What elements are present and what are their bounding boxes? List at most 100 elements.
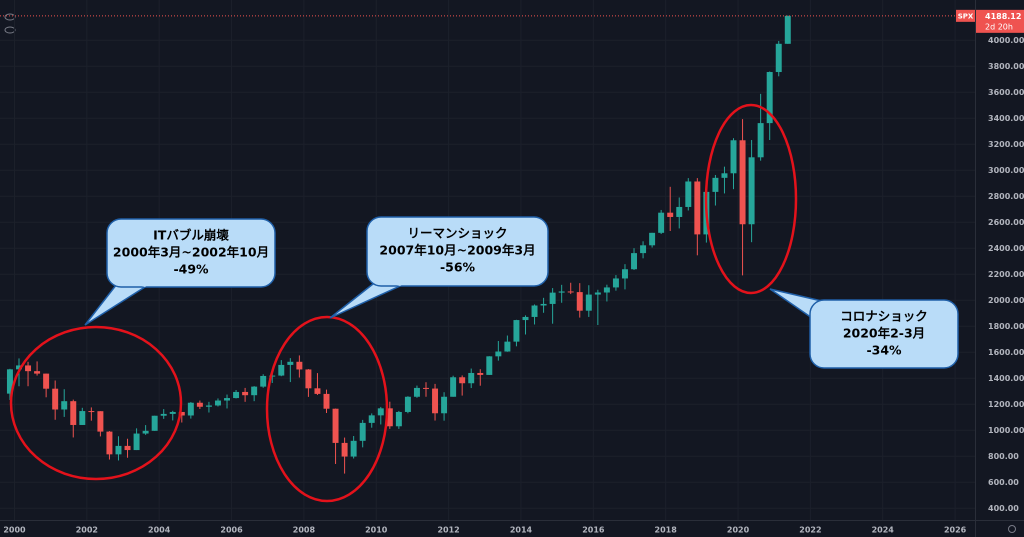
candle-body: [368, 415, 375, 423]
candle-body: [269, 375, 276, 377]
candle-body: [757, 123, 764, 158]
candle-body: [88, 411, 95, 413]
candle-body: [70, 401, 77, 425]
candle-body: [332, 408, 339, 443]
candle-body: [658, 212, 665, 233]
candles: [6, 15, 791, 474]
countdown-label: 2d 20h: [985, 22, 1013, 31]
annotation: ITバブル崩壊 2000年3月~2002年10月 -49%: [9, 218, 276, 481]
candle-body: [278, 364, 285, 376]
y-tick-label: 3800.00: [988, 62, 1024, 71]
candle-body: [712, 177, 719, 192]
y-tick-label: 2200.00: [988, 270, 1024, 279]
candle-body: [531, 305, 538, 317]
y-tick-label: 1600.00: [988, 348, 1024, 357]
candle-body: [649, 232, 656, 246]
candle-body: [61, 401, 68, 410]
candle-body: [106, 431, 113, 455]
candle-body: [52, 388, 59, 410]
candle-body: [142, 430, 149, 434]
candle-body: [224, 398, 231, 401]
candle-body: [341, 442, 348, 457]
x-tick-label: 2008: [293, 526, 316, 535]
x-tick-label: 2020: [727, 526, 750, 535]
candle-body: [214, 400, 221, 406]
candle-body: [423, 387, 429, 389]
x-tick-label: 2024: [872, 526, 895, 535]
candle-body: [169, 411, 176, 414]
candle-body: [187, 402, 194, 416]
candle-body: [694, 181, 701, 235]
candle-body: [34, 371, 41, 374]
eye-icons[interactable]: [4, 13, 16, 34]
highlight-ellipse: [265, 315, 389, 503]
candle-body: [260, 375, 267, 387]
callout-joint: [812, 302, 884, 334]
candle-body: [115, 445, 122, 455]
candle-body: [459, 377, 466, 384]
candle-body: [386, 408, 393, 427]
y-tick-label: 3600.00: [988, 88, 1024, 97]
x-tick-label: 2004: [148, 526, 171, 535]
candle-body: [676, 206, 683, 217]
x-tick-label: 2006: [220, 526, 243, 535]
candle-body: [178, 411, 185, 416]
x-tick-label: 2012: [437, 526, 459, 535]
candle-body: [748, 157, 755, 225]
callout-text: コロナショック: [840, 309, 928, 324]
y-tick-label: 3200.00: [988, 140, 1024, 149]
y-tick-label: 3400.00: [988, 114, 1024, 123]
candle-body: [513, 320, 520, 342]
candle-body: [540, 303, 547, 306]
candle-body: [205, 405, 212, 407]
candle-body: [151, 415, 158, 431]
y-tick-label: 1800.00: [988, 322, 1024, 331]
candle-body: [576, 292, 583, 311]
candle-body: [305, 369, 312, 389]
callout-joint: [378, 251, 458, 286]
symbol-label: SPX: [958, 12, 974, 20]
candle-body: [486, 356, 493, 375]
candle-body: [594, 292, 601, 295]
candle-body: [16, 365, 22, 370]
y-tick-label: 2800.00: [988, 192, 1024, 201]
y-tick-label: 800.00: [988, 452, 1019, 461]
candle-body: [350, 440, 357, 457]
x-tick-label: 2022: [799, 526, 821, 535]
x-tick-label: 2026: [944, 526, 967, 535]
candle-body: [522, 316, 529, 321]
candle-body: [721, 173, 728, 178]
y-tick-label: 4000.00: [988, 36, 1024, 45]
candle-body: [468, 372, 475, 384]
candle-body: [612, 278, 619, 288]
candle-body: [784, 15, 791, 44]
annotation: コロナショック 2020年2-3月 -34%: [704, 103, 959, 369]
candle-body: [124, 445, 131, 451]
candle-body: [6, 369, 13, 394]
candle-body: [766, 72, 773, 124]
candle-body: [242, 391, 249, 396]
y-tick-label: 2600.00: [988, 218, 1024, 227]
settings-icon[interactable]: [1008, 525, 1016, 533]
candle-body: [730, 140, 737, 174]
callout-joint: [120, 253, 191, 287]
x-tick-label: 2002: [76, 526, 98, 535]
candle-body: [667, 212, 674, 217]
x-tick-label: 2016: [582, 526, 605, 535]
candle-body: [640, 245, 647, 254]
candle-body: [43, 373, 50, 389]
x-tick-label: 2010: [365, 526, 388, 535]
candle-body: [25, 365, 32, 372]
y-tick-label: 2000.00: [988, 296, 1024, 305]
candle-body: [603, 287, 610, 293]
grid: [0, 0, 975, 520]
candle-body: [79, 411, 86, 425]
x-tick-label: 2014: [510, 526, 533, 535]
callout-text: ITバブル崩壊: [153, 228, 229, 243]
candle-body: [133, 433, 140, 451]
candle-body: [377, 408, 384, 416]
y-tick-label: 1400.00: [988, 374, 1024, 383]
candle-body: [631, 253, 638, 270]
y-tick-label: 1200.00: [988, 400, 1024, 409]
